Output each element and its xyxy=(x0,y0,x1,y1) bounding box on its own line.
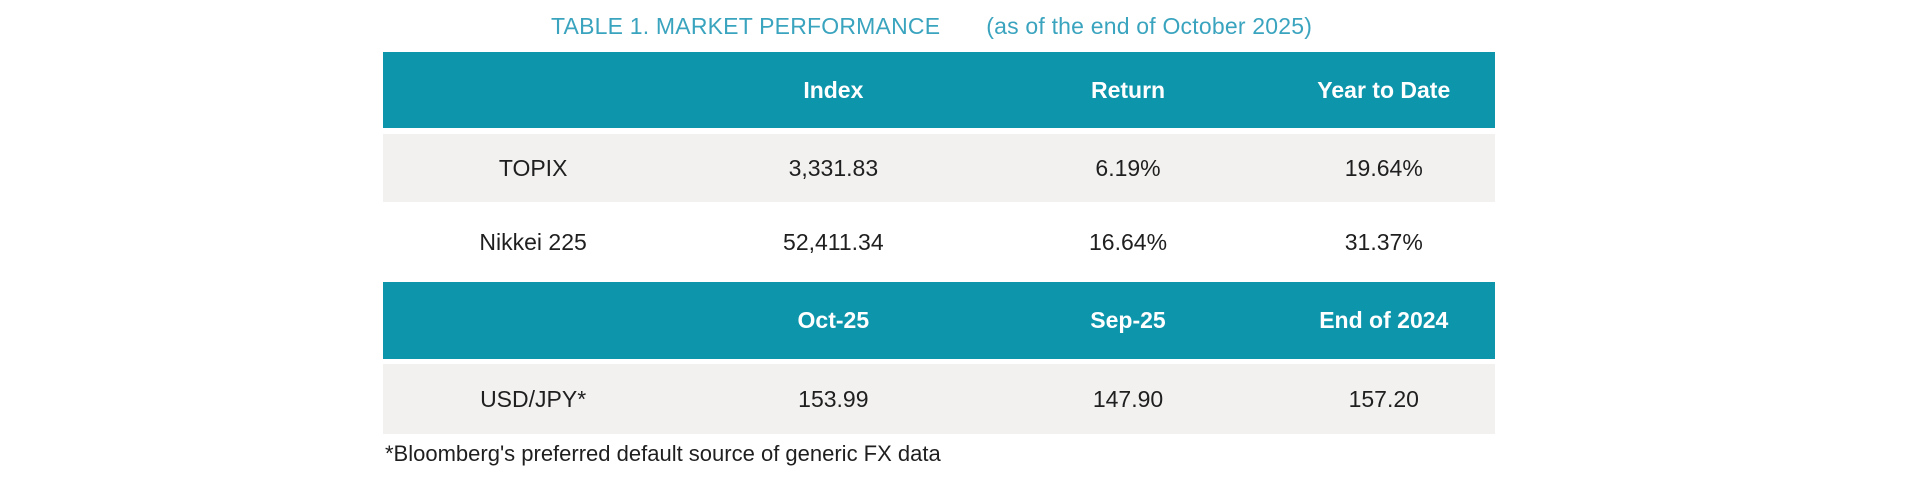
table-row-topix: TOPIX 3,331.83 6.19% 19.64% xyxy=(383,134,1495,202)
index-value: 52,411.34 xyxy=(783,228,884,255)
header-cell-index: Index xyxy=(803,76,864,103)
footnote: *Bloomberg's preferred default source of… xyxy=(385,441,941,466)
row-divider xyxy=(383,359,1495,364)
market-performance-table: Index Return Year to Date TOPIX 3,331.83… xyxy=(383,52,1495,434)
return-value: 6.19% xyxy=(1095,154,1161,181)
row-label: Nikkei 225 xyxy=(479,228,587,255)
oct-25-value: 153.99 xyxy=(798,385,869,412)
end-of-2024-value: 157.20 xyxy=(1348,385,1419,412)
fx-header-row: Oct-25 Sep-25 End of 2024 xyxy=(383,282,1495,359)
table-row-nikkei: Nikkei 225 52,411.34 16.64% 31.37% xyxy=(383,202,1495,282)
row-label: USD/JPY* xyxy=(480,385,587,412)
ytd-value: 19.64% xyxy=(1344,154,1423,181)
sep-25-value: 147.90 xyxy=(1092,385,1164,412)
row-divider xyxy=(383,128,1495,134)
index-value: 3,331.83 xyxy=(788,154,879,181)
return-value: 16.64% xyxy=(1089,228,1168,255)
header-cell-oct-25: Oct-25 xyxy=(797,307,870,333)
header-cell-sep-25: Sep-25 xyxy=(1090,307,1166,333)
header-cell-year-to-date: Year to Date xyxy=(1317,76,1451,103)
table-title: TABLE 1. MARKET PERFORMANCE (as of the e… xyxy=(551,13,1312,40)
table-title-text: TABLE 1. MARKET PERFORMANCE xyxy=(551,13,941,39)
header-cell-end-of-2024: End of 2024 xyxy=(1319,307,1449,333)
header-cell-return: Return xyxy=(1090,76,1166,103)
ytd-value: 31.37% xyxy=(1344,228,1423,255)
row-label: TOPIX xyxy=(498,154,568,181)
table-row-usdjpy: USD/JPY* 153.99 147.90 157.20 xyxy=(383,364,1495,434)
index-header-row: Index Return Year to Date xyxy=(383,52,1495,128)
table-title-date: (as of the end of October 2025) xyxy=(986,13,1313,39)
